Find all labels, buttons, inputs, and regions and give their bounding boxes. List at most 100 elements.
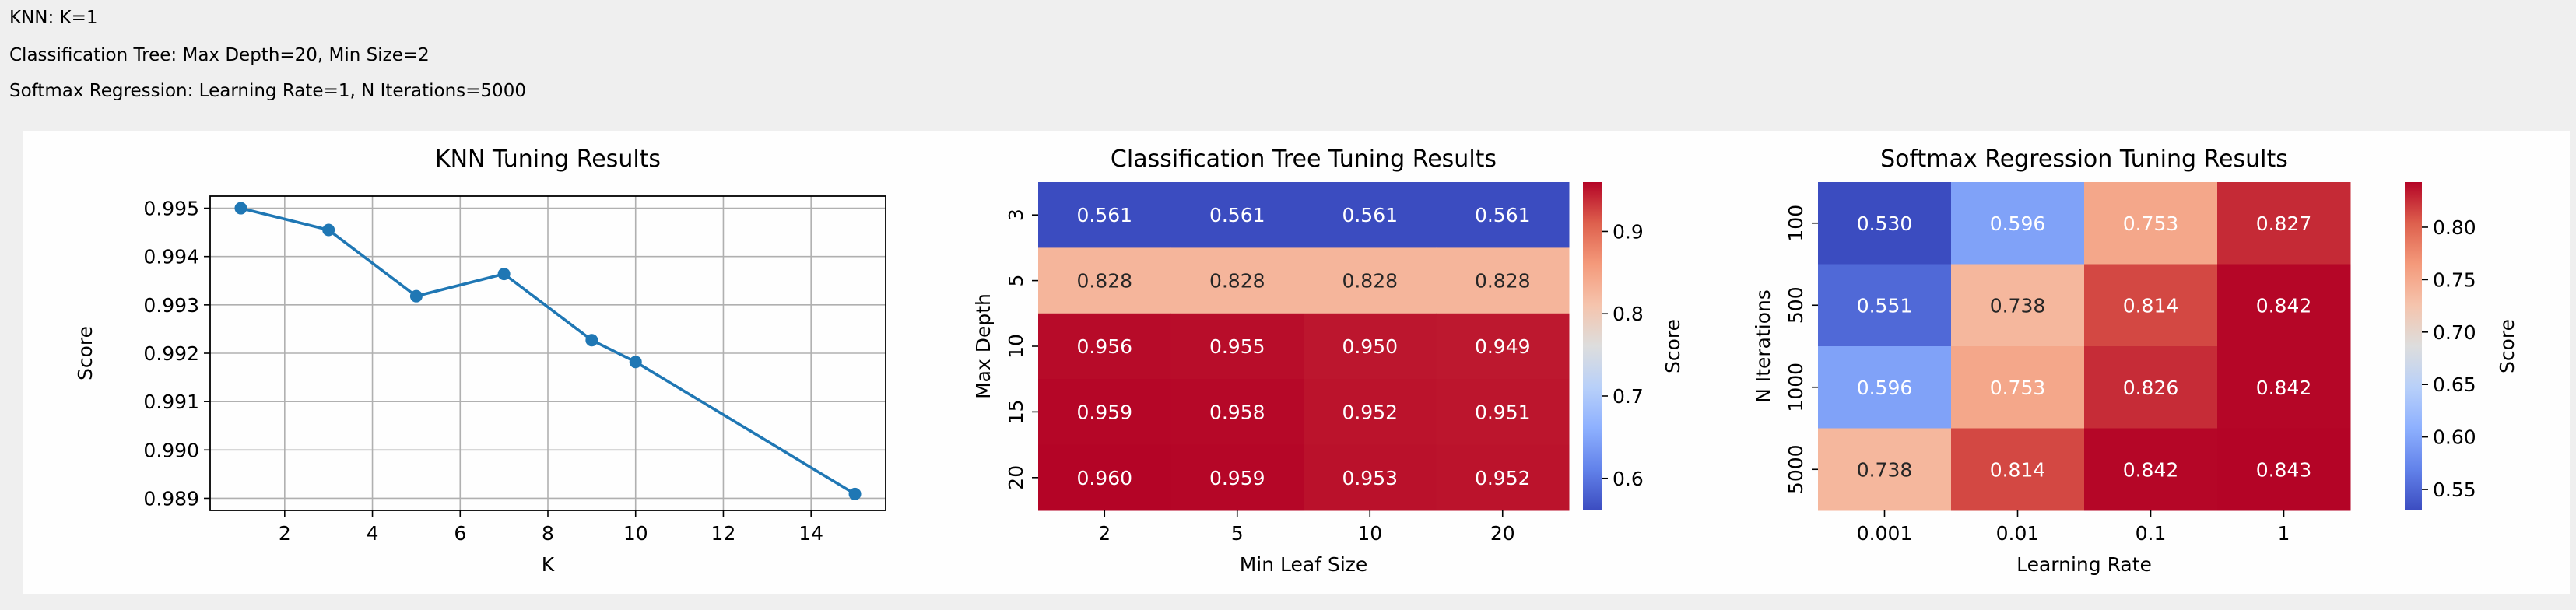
- tree-cell-value-label: 0.561: [1209, 204, 1265, 226]
- tree-cell-value-label: 0.561: [1076, 204, 1132, 226]
- softmax-heatmap-cell: [1951, 346, 2085, 429]
- knn-data-point: [322, 223, 335, 237]
- tree-colorbar-label: Score: [1662, 319, 1684, 373]
- softmax-x-tick-label: 0.01: [1996, 522, 2040, 545]
- softmax-y-tick-label: 1000: [1785, 363, 1807, 412]
- softmax-heatmap-cell: [2217, 182, 2351, 265]
- softmax-heatmap-cell: [2084, 428, 2218, 511]
- softmax-cell-value-label: 0.738: [1990, 294, 2046, 317]
- tree-x-tick-label: 5: [1231, 522, 1244, 545]
- softmax-chart-title: Softmax Regression Tuning Results: [1880, 145, 2288, 173]
- softmax-heatmap-cell: [2217, 428, 2351, 511]
- softmax-heatmap-cell: [2084, 182, 2218, 265]
- softmax-x-tick-label: 1: [2278, 522, 2290, 545]
- tree-heatmap-cell: [1170, 182, 1304, 248]
- tree-heatmap: 0.561 0.561 0.561 0.561 0.828 0.828 0.828 0.828…: [972, 145, 1684, 576]
- softmax-cell-value-label: 0.842: [2256, 294, 2312, 317]
- tree-heatmap-cell: [1304, 182, 1437, 248]
- softmax-cell-value-label: 0.753: [1990, 377, 2046, 399]
- knn-x-tick-label: 4: [367, 522, 379, 545]
- tree-colorbar: [1583, 182, 1602, 510]
- tree-heatmap-cell: [1304, 313, 1437, 380]
- tree-heatmap-cell: [1436, 444, 1570, 511]
- softmax-cell-value-label: 0.826: [2123, 377, 2179, 399]
- tree-heatmap-cell: [1436, 313, 1570, 380]
- tree-x-tick-label: 20: [1490, 522, 1515, 545]
- tree-cell-value-label: 0.958: [1209, 401, 1265, 423]
- knn-data-point: [629, 356, 642, 369]
- knn-y-tick-label: 0.995: [143, 198, 199, 220]
- knn-chart-title: KNN Tuning Results: [435, 145, 661, 173]
- tree-cell-value-label: 0.959: [1209, 467, 1265, 489]
- tree-cell-value-label: 0.828: [1209, 270, 1265, 293]
- tree-heatmap-cell: [1038, 247, 1171, 314]
- tree-y-axis-label: Max Depth: [972, 293, 995, 399]
- tree-y-tick-label: 3: [1005, 209, 1027, 221]
- knn-y-tick-label: 0.991: [143, 391, 199, 413]
- softmax-cell-value-label: 0.842: [2123, 458, 2179, 481]
- tree-heatmap-cell: [1436, 379, 1570, 446]
- softmax-colorbar-tick-label: 0.80: [2433, 216, 2476, 239]
- tree-heatmap-cell: [1170, 379, 1304, 446]
- softmax-colorbar-tick-label: 0.70: [2433, 321, 2476, 344]
- tree-heatmap-cell: [1038, 379, 1171, 446]
- tree-cell-value-label: 0.959: [1076, 401, 1132, 423]
- tree-cell-value-label: 0.956: [1076, 335, 1132, 358]
- softmax-cell-value-label: 0.827: [2256, 212, 2312, 235]
- tree-heatmap-cell: [1436, 247, 1570, 314]
- knn-y-tick-label: 0.989: [143, 487, 199, 510]
- tree-best-param-text: Classification Tree: Max Depth=20, Min S…: [9, 45, 430, 65]
- knn-x-tick-label: 8: [542, 522, 554, 545]
- tree-cell-value-label: 0.960: [1076, 467, 1132, 489]
- softmax-colorbar-tick-label: 0.65: [2433, 373, 2476, 396]
- tree-x-tick-label: 2: [1098, 522, 1111, 545]
- knn-best-param-text: KNN: K=1: [9, 8, 98, 28]
- softmax-y-tick-label: 5000: [1785, 444, 1807, 494]
- tree-cell-value-label: 0.955: [1209, 335, 1265, 358]
- tree-heatmap-cell: [1038, 313, 1171, 380]
- softmax-x-tick-label: 0.1: [2136, 522, 2167, 545]
- tree-colorbar-tick-label: 0.6: [1613, 468, 1644, 490]
- tree-heatmap-cell: [1304, 444, 1437, 511]
- knn-data-point: [497, 268, 511, 281]
- knn-y-axis-label: Score: [74, 326, 97, 380]
- knn-y-tick-label: 0.990: [143, 439, 199, 461]
- tree-cell-value-label: 0.828: [1342, 270, 1398, 293]
- softmax-heatmap-cell: [1951, 428, 2085, 511]
- tree-heatmap-cell: [1038, 182, 1171, 248]
- tree-heatmap-cell: [1436, 182, 1570, 248]
- tree-cell-value-label: 0.828: [1076, 270, 1132, 293]
- tree-colorbar-tick-label: 0.8: [1613, 303, 1644, 325]
- tree-cell-value-label: 0.950: [1342, 335, 1398, 358]
- tree-cell-value-label: 0.952: [1475, 467, 1531, 489]
- tree-heatmap-cell: [1038, 444, 1171, 511]
- softmax-heatmap-cell: [1951, 182, 2085, 265]
- softmax-cell-value-label: 0.814: [1990, 458, 2046, 481]
- softmax-cell-value-label: 0.551: [1857, 294, 1913, 317]
- tree-heatmap-cell: [1304, 247, 1437, 314]
- knn-y-tick-label: 0.992: [143, 342, 199, 365]
- softmax-y-tick-label: 100: [1785, 205, 1807, 242]
- softmax-heatmap-cell: [1818, 428, 1952, 511]
- softmax-heatmap-cell: [1818, 346, 1952, 429]
- softmax-colorbar-tick-label: 0.75: [2433, 268, 2476, 291]
- softmax-cell-value-label: 0.753: [2123, 212, 2179, 235]
- tree-heatmap-cell: [1170, 247, 1304, 314]
- knn-data-point: [409, 289, 423, 303]
- knn-x-tick-label: 6: [454, 522, 466, 545]
- softmax-cell-value-label: 0.814: [2123, 294, 2179, 317]
- knn-data-point: [848, 487, 862, 500]
- softmax-x-axis-label: Learning Rate: [2016, 553, 2152, 576]
- knn-data-point: [234, 202, 247, 215]
- tree-cell-value-label: 0.561: [1342, 204, 1398, 226]
- softmax-heatmap-cell: [1818, 182, 1952, 265]
- tree-heatmap-cell: [1170, 313, 1304, 380]
- figure-canvas: 2 4 6 8 10 12 140.9890.9900.9910.9920.9930.994…: [74, 145, 2518, 576]
- tree-y-tick-label: 15: [1005, 399, 1027, 424]
- parameter-summary: KNN: K=1 Classification Tree: Max Depth=…: [9, 0, 2562, 124]
- tree-x-tick-label: 10: [1357, 522, 1382, 545]
- knn-line-chart: 2 4 6 8 10 12 14 0.989 0.990 0.991 0.992 0.993 0.994…: [74, 145, 886, 576]
- softmax-colorbar-tick-label: 0.60: [2433, 426, 2476, 449]
- softmax-y-axis-label: N Iterations: [1752, 289, 1774, 403]
- tree-cell-value-label: 0.561: [1475, 204, 1531, 226]
